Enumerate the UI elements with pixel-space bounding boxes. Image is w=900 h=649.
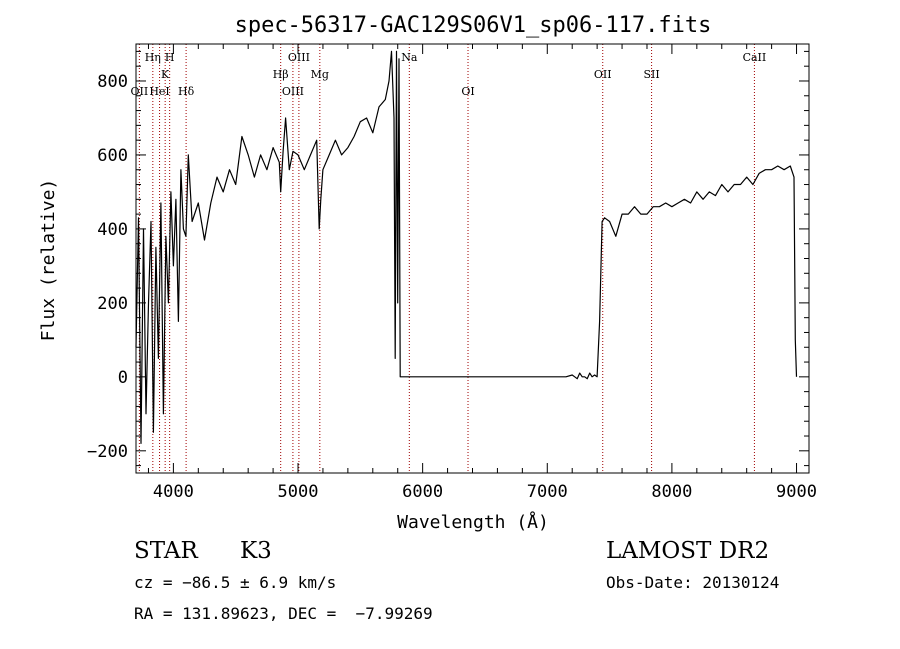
object-subclass: K3 (240, 538, 272, 564)
spectral-line-label: OIII (282, 85, 304, 98)
x-tick-label: 6000 (402, 482, 443, 502)
observation-date: Obs-Date: 20130124 (606, 573, 780, 592)
spectral-line-label: Hδ (178, 85, 195, 98)
chart-title: spec-56317-GAC129S06V1_sp06-117.fits (235, 13, 712, 38)
spectral-line-label: K (161, 68, 170, 81)
spectral-line-label: H (165, 51, 175, 64)
survey-name: LAMOST DR2 (606, 538, 770, 564)
x-tick-label: 7000 (527, 482, 568, 502)
y-tick-label: 800 (97, 72, 128, 92)
spectral-line-label: Mg (311, 68, 329, 81)
x-axis-label: Wavelength (Å) (397, 511, 549, 533)
spectral-line-label: OII (594, 68, 612, 81)
y-tick-label: 400 (97, 220, 128, 240)
spectrum-chart: spec-56317-GAC129S06V1_sp06-117.fits OII… (38, 13, 817, 533)
spectral-line-label: SII (643, 68, 659, 81)
spectral-line-label: OIII (288, 51, 310, 64)
spectral-line-label: Hη (145, 51, 161, 64)
y-tick-label: 0 (118, 368, 128, 388)
spectral-line-label: CaII (743, 51, 767, 64)
spectral-line-label: OI (461, 85, 474, 98)
x-tick-label: 5000 (278, 482, 319, 502)
y-tick-label: −200 (87, 442, 128, 462)
object-class: STAR (134, 538, 198, 564)
redshift-velocity: cz = −86.5 ± 6.9 km/s (134, 573, 337, 592)
coordinates: RA = 131.89623, DEC = −7.99269 (134, 604, 433, 623)
x-tick-label: 4000 (153, 482, 194, 502)
x-tick-label: 9000 (776, 482, 817, 502)
x-tick-label: 8000 (651, 482, 692, 502)
spectral-line-label: OII (131, 85, 149, 98)
y-tick-label: 200 (97, 294, 128, 314)
spectral-line-label: Na (401, 51, 418, 64)
y-tick-label: 600 (97, 146, 128, 166)
plot-frame (135, 43, 810, 474)
spectral-line-label: HeI (149, 85, 169, 98)
spectral-line-label: Hβ (273, 68, 289, 81)
y-axis-label: Flux (relative) (38, 179, 59, 342)
spectrum-line (135, 50, 798, 444)
